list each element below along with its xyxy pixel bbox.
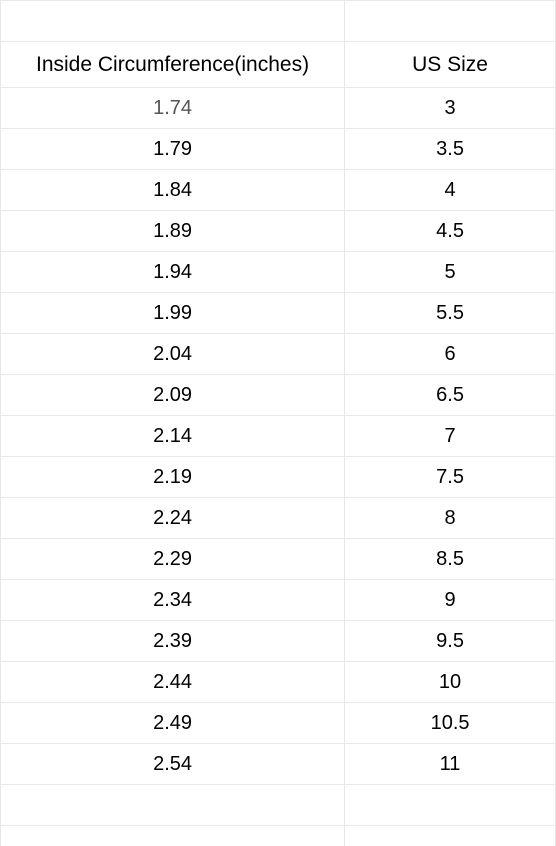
cell-size: 6 [345, 334, 556, 375]
cell-size: 4 [345, 170, 556, 211]
cell-circumference: 2.34 [1, 580, 345, 621]
cell-circumference: 1.74 [1, 88, 345, 129]
cell-size: 3.5 [345, 129, 556, 170]
cell-circumference: 2.14 [1, 416, 345, 457]
table-row: 2.44 10 [1, 662, 556, 703]
cell-circumference: 2.49 [1, 703, 345, 744]
table-row: 1.94 5 [1, 252, 556, 293]
cell-circumference: 2.09 [1, 375, 345, 416]
cell-size: 11 [345, 744, 556, 785]
cell-circumference: 2.29 [1, 539, 345, 580]
table-row: 1.74 3 [1, 88, 556, 129]
column-header-circumference: Inside Circumference(inches) [1, 42, 345, 88]
cell-size: 10 [345, 662, 556, 703]
cell-circumference: 2.39 [1, 621, 345, 662]
cell-empty [345, 785, 556, 826]
cell-circumference: 1.99 [1, 293, 345, 334]
cell-size: 7 [345, 416, 556, 457]
cell-size: 9.5 [345, 621, 556, 662]
table-row: 2.34 9 [1, 580, 556, 621]
cell-circumference: 1.94 [1, 252, 345, 293]
table-row: 2.19 7.5 [1, 457, 556, 498]
cell-empty [1, 785, 345, 826]
table-row-empty-bottom [1, 785, 556, 826]
cell-circumference: 2.24 [1, 498, 345, 539]
cell-empty [345, 1, 556, 42]
table-row: 1.84 4 [1, 170, 556, 211]
size-table: Inside Circumference(inches) US Size 1.7… [0, 0, 556, 846]
cell-circumference: 2.44 [1, 662, 345, 703]
table-header-row: Inside Circumference(inches) US Size [1, 42, 556, 88]
cell-size: 7.5 [345, 457, 556, 498]
cell-size: 8.5 [345, 539, 556, 580]
cell-size: 6.5 [345, 375, 556, 416]
cell-size: 3 [345, 88, 556, 129]
table-row: 2.29 8.5 [1, 539, 556, 580]
cell-empty [1, 1, 345, 42]
size-table-container: Inside Circumference(inches) US Size 1.7… [0, 0, 556, 836]
table-row: 1.99 5.5 [1, 293, 556, 334]
table-row: 2.14 7 [1, 416, 556, 457]
table-row: 2.09 6.5 [1, 375, 556, 416]
table-row: 1.79 3.5 [1, 129, 556, 170]
table-body: Inside Circumference(inches) US Size 1.7… [1, 1, 556, 846]
cell-size: 10.5 [345, 703, 556, 744]
cell-circumference: 1.79 [1, 129, 345, 170]
cell-size: 4.5 [345, 211, 556, 252]
cell-circumference: 1.89 [1, 211, 345, 252]
table-row: 1.89 4.5 [1, 211, 556, 252]
cell-circumference: 1.84 [1, 170, 345, 211]
table-row: 2.24 8 [1, 498, 556, 539]
column-header-size: US Size [345, 42, 556, 88]
cell-circumference: 2.04 [1, 334, 345, 375]
cell-size: 8 [345, 498, 556, 539]
cell-size: 5.5 [345, 293, 556, 334]
cell-circumference: 2.54 [1, 744, 345, 785]
cell-circumference: 2.19 [1, 457, 345, 498]
cell-size: 5 [345, 252, 556, 293]
table-row: 2.39 9.5 [1, 621, 556, 662]
table-row-empty-top [1, 1, 556, 42]
table-row: 2.54 11 [1, 744, 556, 785]
table-row: 2.04 6 [1, 334, 556, 375]
cell-size: 9 [345, 580, 556, 621]
table-row: 2.49 10.5 [1, 703, 556, 744]
